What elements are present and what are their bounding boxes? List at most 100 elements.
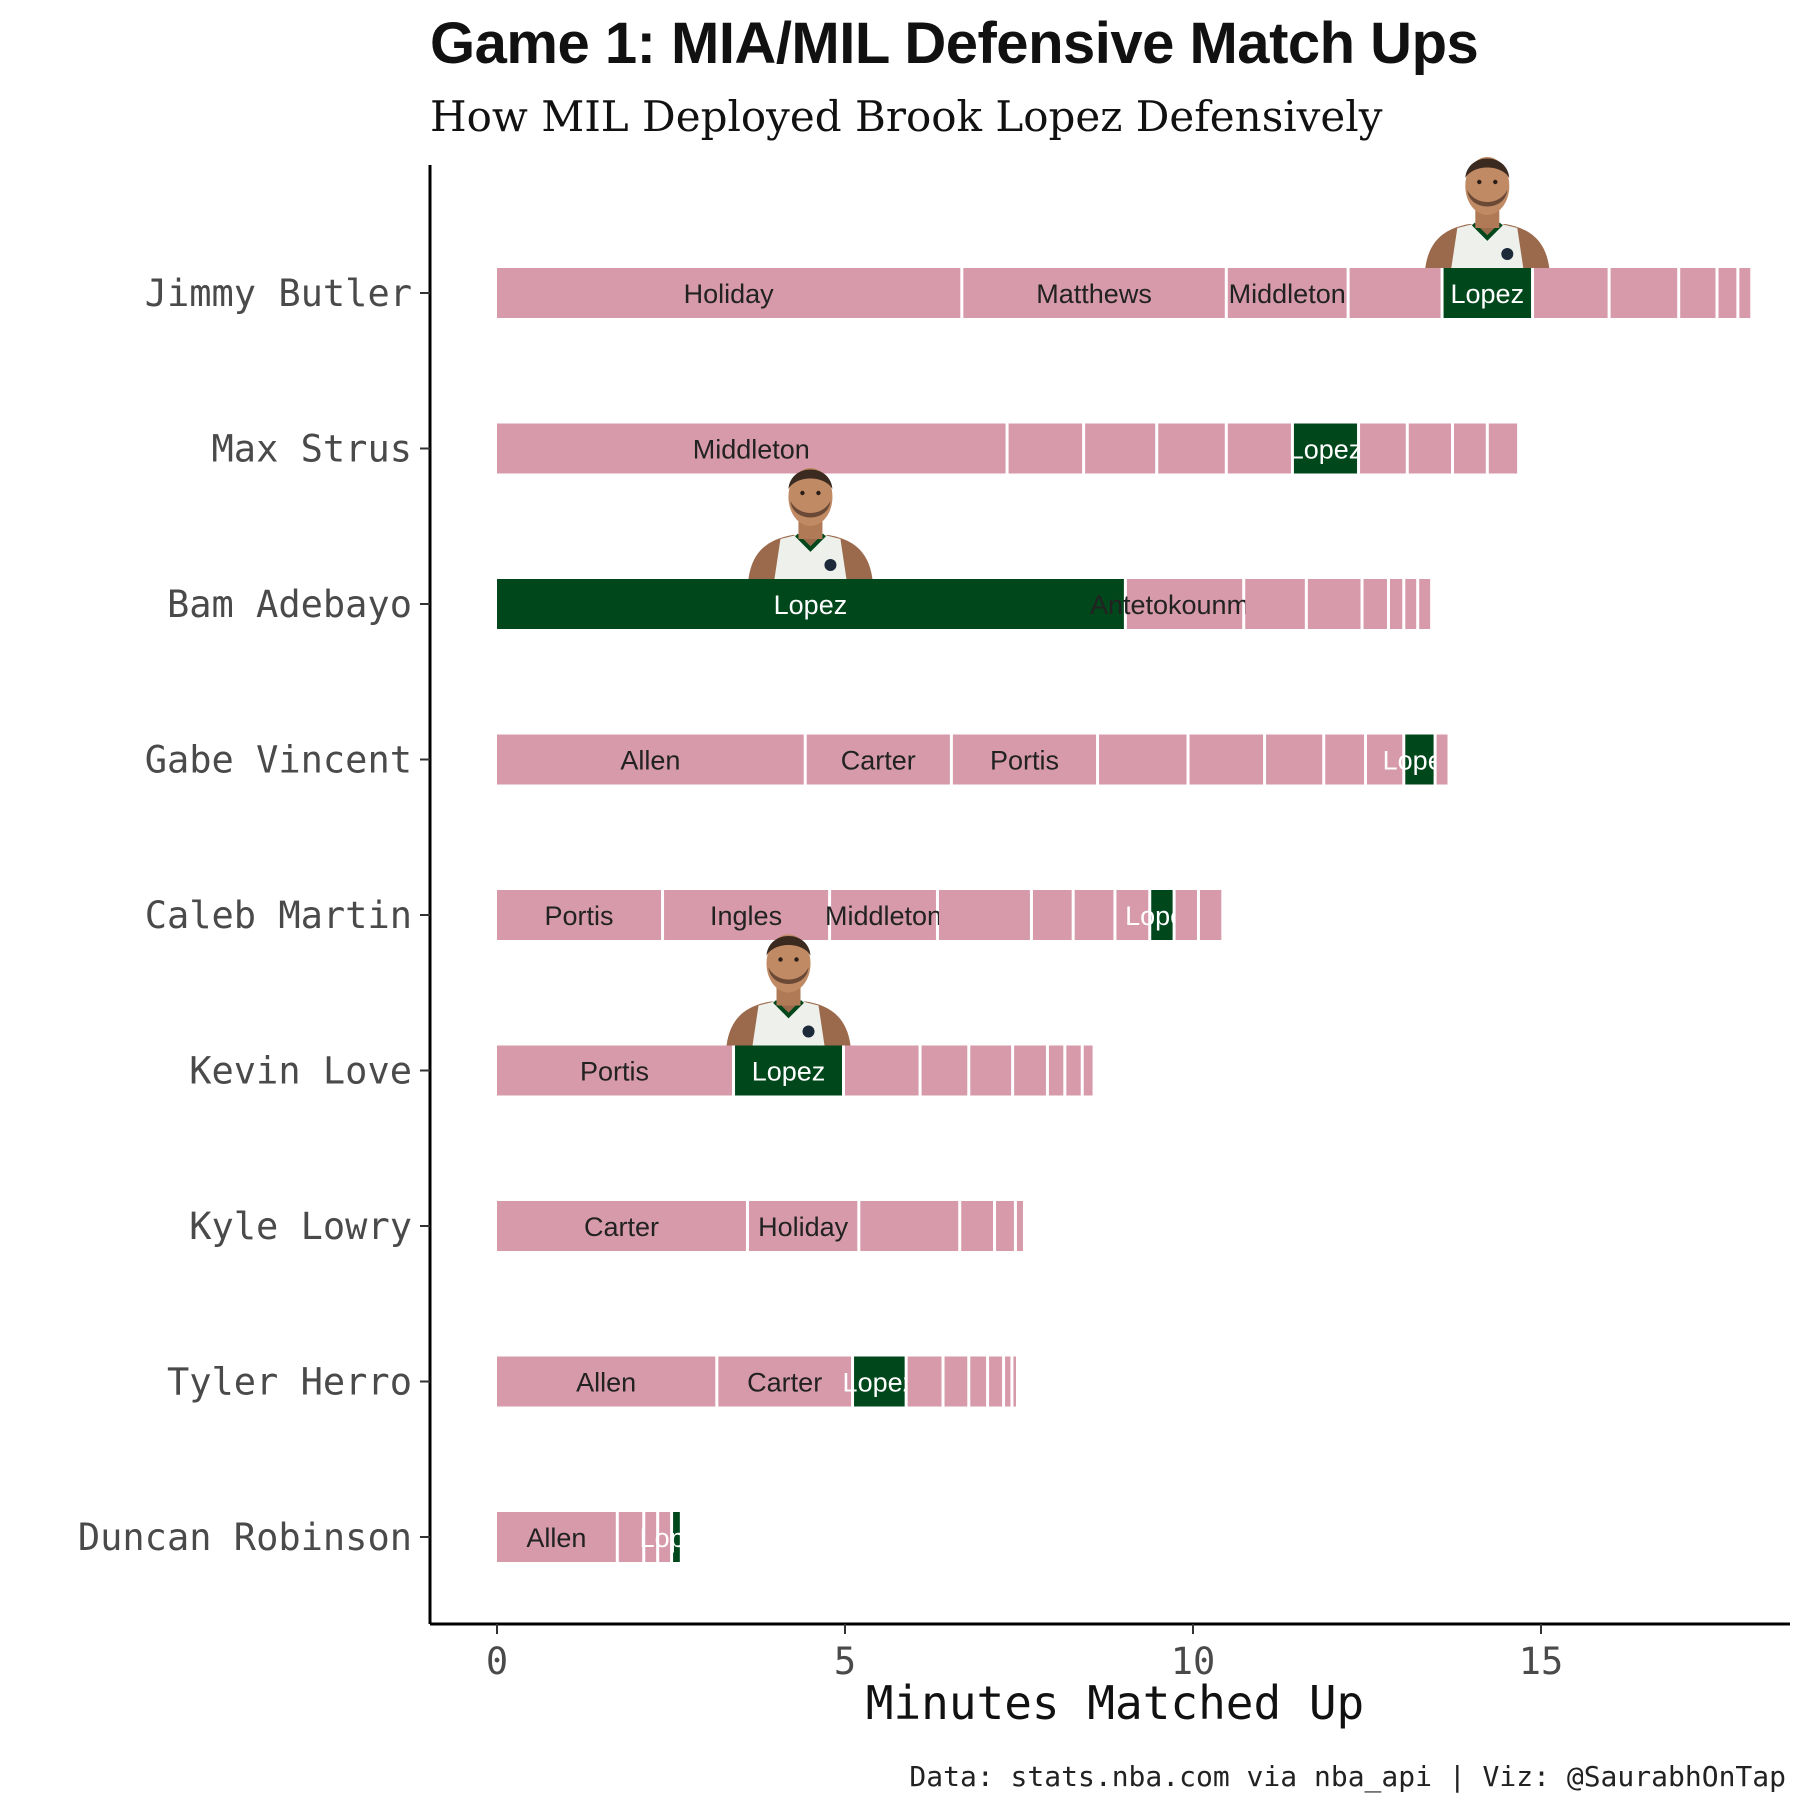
y-tick-label: Kevin Love xyxy=(189,1050,412,1093)
bar-segment xyxy=(497,1201,746,1251)
chart-title: Game 1: MIA/MIL Defensive Match Ups xyxy=(430,11,1479,76)
bar-segment xyxy=(497,1356,716,1407)
bar-segment xyxy=(806,734,950,785)
bar-segment xyxy=(1158,423,1225,474)
bar-segment xyxy=(1739,268,1751,318)
y-tick-label: Caleb Martin xyxy=(145,894,412,937)
y-tick-label: Gabe Vincent xyxy=(145,739,412,782)
brook-lopez-headshot-icon xyxy=(1425,157,1550,268)
bar-segment xyxy=(748,1201,858,1251)
segment-label: Holiday xyxy=(684,279,775,309)
segment-label: Carter xyxy=(584,1212,659,1242)
bar-segment xyxy=(659,1512,671,1562)
bar-segment xyxy=(664,890,829,940)
bar-segment xyxy=(1048,1045,1064,1096)
data-credit-caption: Data: stats.nba.com via nba_api | Viz: @… xyxy=(909,1760,1786,1793)
bar-segment xyxy=(1227,268,1347,318)
segment-label: Allen xyxy=(576,1368,636,1398)
bar-segment xyxy=(1680,268,1716,318)
y-tick-label: Duncan Robinson xyxy=(78,1516,412,1559)
bar-row: Lopez Antetokounmpo xyxy=(497,579,1431,629)
bar-segment xyxy=(1266,734,1323,785)
segment-label: Ingles xyxy=(710,901,782,931)
bar-segment xyxy=(1175,890,1197,940)
y-tick-label: Max Strus xyxy=(212,428,412,471)
segment-label: Matthews xyxy=(1036,279,1152,309)
lopez-bar-segment xyxy=(497,579,1124,629)
bar-row: Allen Carter Portis Lopez xyxy=(497,734,1456,785)
y-tick-label: Bam Adebayo xyxy=(167,583,412,626)
bar-segment xyxy=(1454,423,1486,474)
bar-segment xyxy=(497,1045,733,1096)
x-tick-label: 5 xyxy=(834,1640,856,1683)
lopez-bar-segment xyxy=(735,1045,842,1096)
x-axis-title: Minutes Matched Up xyxy=(865,1676,1365,1730)
bar-segment xyxy=(1436,734,1448,785)
segment-label: Lopez xyxy=(1451,279,1525,309)
segment-label: Portis xyxy=(990,746,1059,776)
segment-label: Carter xyxy=(747,1368,822,1398)
bar-segment xyxy=(1610,268,1678,318)
bar-segment xyxy=(1534,268,1608,318)
segment-label: Middleton xyxy=(825,901,942,931)
segment-label: Carter xyxy=(841,746,916,776)
segment-label: Lopez xyxy=(774,590,848,620)
bar-segment xyxy=(645,1512,657,1562)
segment-label: Allen xyxy=(526,1523,586,1553)
bar-row: Carter Holiday xyxy=(497,1201,1023,1251)
bar-segment xyxy=(1199,890,1222,940)
x-tick-label: 0 xyxy=(486,1640,508,1683)
lopez-bar-segment xyxy=(1293,423,1358,474)
bar-segment xyxy=(996,1201,1014,1251)
x-tick-label: 10 xyxy=(1171,1640,1216,1683)
bar-segment xyxy=(1016,1201,1023,1251)
bar-segment xyxy=(1005,1356,1011,1407)
chart-subtitle: How MIL Deployed Brook Lopez Defensively xyxy=(430,92,1383,141)
bar-segment xyxy=(1408,423,1451,474)
bar-segment xyxy=(1307,579,1361,629)
bar-segment xyxy=(1189,734,1264,785)
bar-segment xyxy=(944,1356,968,1407)
bar-segment xyxy=(1245,579,1305,629)
bar-segment xyxy=(1066,1045,1081,1096)
bar-segment xyxy=(497,890,662,940)
bar-segment xyxy=(497,423,1006,474)
lopez-bar-segment xyxy=(1151,890,1173,940)
segment-label: Lopez xyxy=(752,1057,826,1087)
bar-segment xyxy=(907,1356,942,1407)
bar-segment xyxy=(718,1356,852,1407)
bar-segment xyxy=(1083,1045,1093,1096)
bar-segment xyxy=(1032,890,1072,940)
bar-segment xyxy=(921,1045,968,1096)
segment-label: Lopez xyxy=(640,1523,714,1553)
bar-segment xyxy=(952,734,1097,785)
bar-segment xyxy=(1360,423,1406,474)
y-tick-label: Tyler Herro xyxy=(167,1361,412,1404)
segment-label: Portis xyxy=(580,1057,649,1087)
bar-segment xyxy=(970,1356,987,1407)
bar-segment xyxy=(1116,890,1149,940)
brook-lopez-headshot-icon xyxy=(748,468,873,579)
bar-segment xyxy=(1325,734,1364,785)
bar-segment xyxy=(989,1356,1003,1407)
bar-segment xyxy=(1367,734,1403,785)
segment-label: Lopez xyxy=(1289,435,1363,465)
segment-label: Holiday xyxy=(758,1212,849,1242)
segment-label: Lopez xyxy=(843,1368,917,1398)
bar-segment xyxy=(497,734,804,785)
bar-segment xyxy=(1718,268,1737,318)
bar-row: Allen Carter Lopez xyxy=(497,1356,1016,1407)
bar-segment xyxy=(963,268,1225,318)
bar-segment xyxy=(961,1201,994,1251)
bar-segment xyxy=(1405,579,1417,629)
bar-segment xyxy=(860,1201,959,1251)
bar-segment xyxy=(970,1045,1012,1096)
bar-segment xyxy=(618,1512,643,1562)
bar-segment xyxy=(497,1512,616,1562)
bar-row: Holiday Matthews Middleton Lopez xyxy=(497,268,1751,318)
segment-label: Allen xyxy=(620,746,680,776)
bar-segment xyxy=(1014,1045,1046,1096)
bar-row: Portis Ingles Middleton Lopez xyxy=(497,890,1222,940)
